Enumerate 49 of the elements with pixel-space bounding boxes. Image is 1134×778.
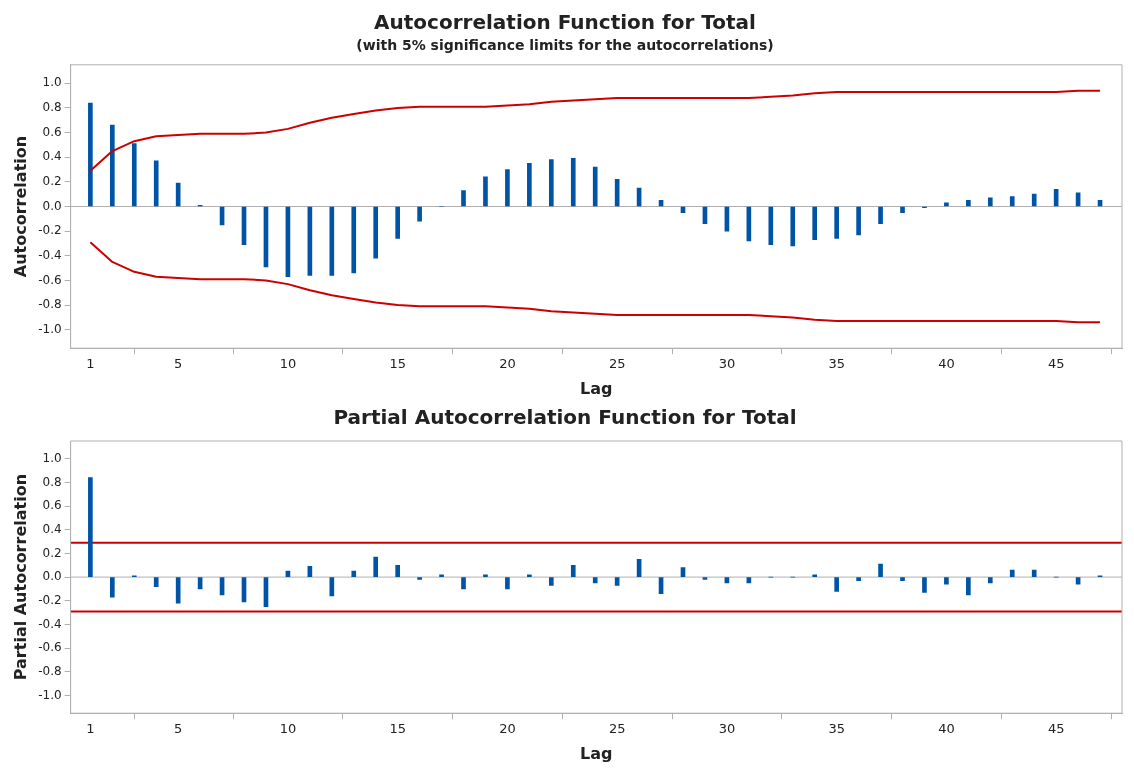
y-tick-label: -0.8 xyxy=(38,297,62,312)
y-tick-label: 0.6 xyxy=(42,124,62,139)
y-tick-label: 0.0 xyxy=(42,569,62,584)
chart-subtitle: (with 5% significance limits for the autocorrelations) xyxy=(356,37,774,54)
y-tick-label: 0.8 xyxy=(42,474,62,489)
y-axis-title: Autocorrelation xyxy=(10,135,30,278)
y-axis-title: Partial Autocorrelation xyxy=(10,473,30,681)
x-tick-label: 40 xyxy=(938,356,955,372)
y-tick-label: -0.4 xyxy=(38,616,62,631)
y-tick-label: 1.0 xyxy=(42,75,62,90)
x-tick-label: 1 xyxy=(86,721,95,737)
y-tick-label: -1.0 xyxy=(38,687,62,702)
x-tick-label: 45 xyxy=(1047,721,1065,737)
x-tick-label: 20 xyxy=(499,721,516,737)
x-tick-label: 30 xyxy=(718,356,736,372)
x-axis-title: Lag xyxy=(580,378,613,398)
x-tick-label: 40 xyxy=(938,721,955,737)
y-tick-label: 0.6 xyxy=(42,498,62,513)
y-tick-label: -0.2 xyxy=(38,223,62,238)
x-tick-label: 10 xyxy=(279,721,297,737)
x-tick-label: 30 xyxy=(718,721,736,737)
x-tick-label: 20 xyxy=(499,356,516,372)
y-tick-label: 0.4 xyxy=(42,521,62,536)
y-tick-label: 0.8 xyxy=(42,100,62,115)
x-tick-label: 1 xyxy=(86,356,95,372)
y-tick-label: 1.0 xyxy=(42,450,62,465)
y-tick-label: -0.6 xyxy=(38,640,62,655)
x-tick-label: 25 xyxy=(608,721,626,737)
y-tick-label: 0.2 xyxy=(42,545,62,560)
y-tick-label: -0.8 xyxy=(38,663,62,678)
x-tick-label: 45 xyxy=(1047,356,1065,372)
x-tick-label: 5 xyxy=(174,721,183,737)
x-tick-label: 35 xyxy=(828,721,845,737)
x-tick-label: 35 xyxy=(828,356,845,372)
x-tick-label: 15 xyxy=(389,721,406,737)
x-tick-label: 15 xyxy=(389,356,406,372)
y-tick-label: 0.2 xyxy=(42,173,62,188)
y-tick-label: -0.6 xyxy=(38,272,62,287)
x-tick-label: 25 xyxy=(608,356,626,372)
x-tick-label: 5 xyxy=(174,356,183,372)
y-tick-label: 0.4 xyxy=(42,149,62,164)
y-tick-label: -0.4 xyxy=(38,247,62,262)
y-tick-label: -1.0 xyxy=(38,321,62,336)
x-axis-title: Lag xyxy=(580,743,613,763)
x-tick-label: 10 xyxy=(279,356,297,372)
chart-title: Autocorrelation Function for Total xyxy=(374,10,756,35)
y-tick-label: -0.2 xyxy=(38,592,62,607)
chart-title: Partial Autocorrelation Function for Total xyxy=(333,405,797,430)
y-tick-label: 0.0 xyxy=(42,198,62,213)
